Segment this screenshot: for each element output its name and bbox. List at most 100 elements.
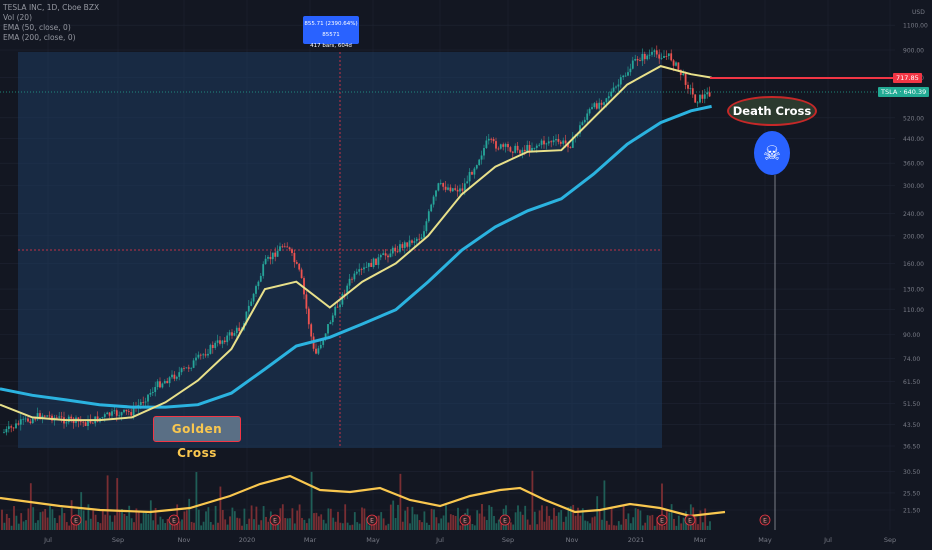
measure-line-1: 855.71 (2390.64%) 85571 [304, 21, 358, 38]
candle-body [5, 428, 8, 433]
candle-body [559, 141, 562, 144]
candle-body [411, 240, 413, 243]
candle-body [161, 383, 164, 388]
volume-bar [452, 515, 455, 530]
candle-body [401, 244, 404, 248]
earnings-marker [459, 514, 471, 526]
volume-bar [663, 525, 666, 530]
volume-bar [157, 524, 159, 530]
volume-bar [694, 517, 697, 530]
volume-bar [322, 519, 325, 530]
volume-bar [545, 506, 548, 530]
candle-body [598, 102, 601, 109]
y-axis-unit: USD [912, 9, 925, 16]
volume-bar [365, 517, 368, 530]
volume-bar [238, 518, 241, 530]
candle-body [303, 278, 305, 295]
candle-body [487, 138, 490, 141]
y-tick-label: 200.00 [903, 233, 924, 240]
earnings-marker [656, 514, 668, 526]
candle-body [132, 407, 135, 416]
candle-body [543, 140, 545, 145]
earnings-marker [759, 514, 771, 526]
candle-body [507, 144, 509, 148]
candle-body [115, 410, 118, 416]
golden-cross-label[interactable]: Golden Cross [153, 416, 241, 460]
volume-bar [15, 515, 18, 530]
candle-body [579, 125, 581, 134]
volume-bar [44, 508, 47, 530]
legend-ema200: EMA (200, close, 0) [3, 33, 76, 42]
volume-bar [423, 511, 426, 530]
volume-bar [596, 496, 599, 530]
candle-body [708, 92, 711, 97]
candle-body [130, 412, 133, 416]
earnings-marker [366, 514, 378, 526]
candle-body [211, 344, 214, 348]
volume-bar [586, 521, 589, 530]
candle-body [199, 354, 202, 356]
volume-bar [572, 504, 575, 530]
volume-bar [149, 500, 152, 530]
candle-body [617, 84, 620, 87]
volume-bar [214, 505, 217, 530]
earnings-marker [499, 514, 511, 526]
volume-bar [39, 512, 42, 530]
y-tick-label: 43.50 [903, 422, 920, 429]
volume-bar [303, 519, 306, 530]
volume-bar [147, 514, 150, 530]
volume-bar [217, 522, 219, 530]
candle-body [667, 53, 670, 57]
red-line-price-tag: 717.85 [893, 73, 922, 83]
volume-bar [538, 510, 541, 530]
candle-body [406, 242, 409, 247]
candle-body [526, 145, 529, 152]
volume-bar [257, 524, 260, 530]
volume-bar [226, 524, 229, 530]
volume-bar [106, 475, 109, 530]
candle-body [655, 50, 658, 55]
volume-bar [17, 523, 20, 530]
candle-body [648, 54, 651, 56]
y-tick-label: 900.00 [903, 48, 924, 55]
candle-body [550, 141, 553, 143]
candle-body [641, 53, 644, 61]
candle-body [665, 55, 668, 57]
volume-bar [634, 508, 637, 530]
volume-bar [500, 517, 503, 530]
candle-body [29, 421, 32, 424]
candle-body [425, 221, 428, 232]
candle-body [660, 57, 663, 59]
volume-bar [699, 510, 702, 530]
volume-bar [709, 521, 711, 530]
volume-bar [550, 519, 553, 530]
candle-body [706, 92, 709, 95]
candle-body [166, 381, 169, 384]
volume-bar [598, 510, 601, 530]
volume-bar [428, 524, 431, 530]
volume-bar [425, 522, 428, 530]
volume-bar [250, 505, 253, 530]
candle-body [629, 68, 632, 73]
candle-body [89, 419, 92, 423]
volume-bar [356, 522, 359, 530]
candle-body [694, 94, 697, 103]
candle-body [180, 368, 183, 373]
volume-bar [483, 516, 486, 530]
candle-body [250, 301, 253, 306]
death-cross-label[interactable]: Death Cross [727, 96, 817, 126]
candle-body [139, 402, 142, 405]
skull-crossbones-icon[interactable]: ☠ [754, 131, 790, 175]
candle-body [65, 422, 68, 424]
candle-body [682, 73, 685, 76]
candle-body [511, 151, 514, 153]
volume-bar [178, 521, 181, 530]
candle-body [523, 149, 526, 152]
volume-bar [517, 505, 519, 530]
volume-bar [111, 521, 114, 530]
volume-bar [555, 515, 558, 530]
volume-bar [416, 514, 419, 530]
volume-bar [529, 524, 531, 530]
volume-bar [310, 471, 313, 530]
